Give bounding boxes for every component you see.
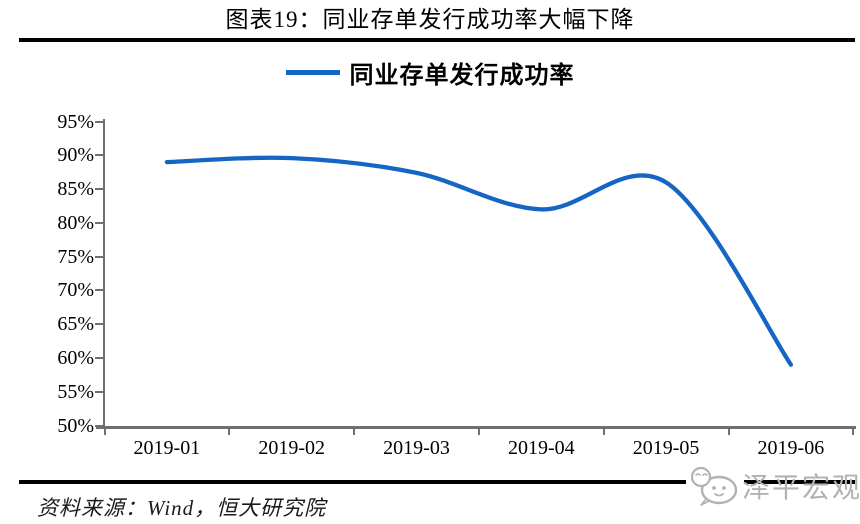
watermark-text: 泽平宏观 bbox=[742, 473, 860, 504]
x-axis-label: 2019-02 bbox=[258, 437, 326, 459]
x-axis-tick bbox=[228, 427, 231, 435]
watermark: 泽平宏观 bbox=[686, 462, 860, 508]
x-axis-label: 2019-03 bbox=[383, 437, 450, 459]
legend: 同业存单发行成功率 bbox=[0, 56, 860, 89]
y-axis-label: 55% bbox=[57, 380, 94, 403]
x-axis-tick bbox=[602, 427, 605, 435]
y-axis-tick bbox=[95, 390, 104, 393]
x-axis-label: 2019-01 bbox=[133, 437, 201, 459]
series-line-path bbox=[164, 155, 794, 367]
y-axis-tick bbox=[95, 188, 104, 191]
y-axis-label: 65% bbox=[57, 313, 94, 336]
chart-title: 图表19：同业存单发行成功率大幅下降 bbox=[225, 7, 635, 32]
y-axis-label: 70% bbox=[57, 279, 94, 302]
x-axis-label: 2019-04 bbox=[507, 437, 575, 459]
y-axis-tick bbox=[95, 154, 104, 157]
y-axis-tick bbox=[95, 255, 104, 258]
y-axis-label: 60% bbox=[57, 346, 94, 369]
bottom-divider-rule bbox=[19, 480, 855, 484]
y-axis-tick bbox=[95, 323, 104, 326]
y-axis-label: 95% bbox=[57, 110, 94, 133]
x-axis-line bbox=[96, 426, 856, 429]
y-axis-tick bbox=[95, 221, 104, 224]
legend-line-swatch bbox=[285, 69, 340, 75]
x-axis-tick bbox=[353, 427, 356, 435]
x-axis-tick bbox=[852, 427, 855, 435]
chat-bubble-face-icon bbox=[690, 466, 738, 506]
y-axis-line bbox=[103, 119, 105, 428]
y-axis-label: 85% bbox=[57, 178, 94, 201]
y-axis-tick bbox=[95, 120, 104, 123]
y-axis-label: 90% bbox=[57, 144, 94, 167]
x-axis-tick bbox=[103, 427, 106, 435]
x-axis-label: 2019-05 bbox=[632, 437, 700, 459]
source-note: 资料来源：Wind，恒大研究院 bbox=[37, 496, 327, 520]
y-axis-label: 80% bbox=[57, 211, 94, 234]
y-axis-tick bbox=[95, 356, 104, 359]
y-axis-label: 50% bbox=[57, 414, 94, 437]
y-axis-tick bbox=[95, 424, 104, 427]
x-axis-label: 2019-06 bbox=[757, 437, 825, 459]
x-axis-tick bbox=[477, 427, 480, 435]
top-divider-rule bbox=[19, 38, 855, 42]
x-axis-tick bbox=[727, 427, 730, 435]
y-axis-tick bbox=[95, 289, 104, 292]
legend-series-label: 同业存单发行成功率 bbox=[349, 62, 575, 89]
y-axis-label: 75% bbox=[57, 245, 94, 268]
